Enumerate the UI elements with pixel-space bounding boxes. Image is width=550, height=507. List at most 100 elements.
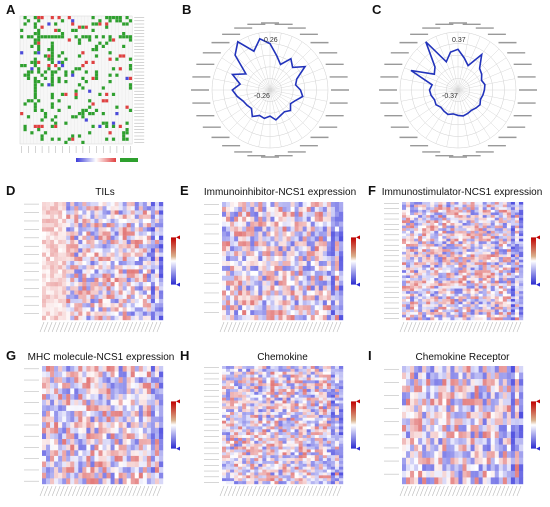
heatmap-cell bbox=[314, 368, 319, 372]
heatmap-cell bbox=[82, 439, 87, 445]
heatmap-cell bbox=[494, 317, 499, 321]
heatmap-cell bbox=[86, 227, 91, 232]
heatmap-cell bbox=[150, 467, 156, 473]
heatmap-cell bbox=[62, 467, 67, 473]
heatmap-cell bbox=[250, 261, 255, 267]
heatmap-cell bbox=[146, 294, 152, 300]
heatmap-cell bbox=[478, 220, 483, 224]
heatmap-cell bbox=[450, 202, 455, 205]
heatmap-cell bbox=[514, 272, 520, 276]
heatmap-cell bbox=[286, 226, 291, 232]
heatmap-cell bbox=[33, 57, 37, 61]
heatmap-cell bbox=[442, 296, 447, 300]
heatmap-cell bbox=[238, 389, 243, 393]
heatmap-cell bbox=[270, 417, 275, 421]
heatmap-cell bbox=[478, 217, 483, 221]
heatmap-cell bbox=[494, 222, 499, 226]
heatmap-cell bbox=[158, 461, 164, 468]
heatmap-cell bbox=[310, 280, 315, 286]
heatmap-cell bbox=[102, 277, 107, 283]
heatmap-cell bbox=[478, 293, 483, 297]
heatmap-cell bbox=[274, 275, 279, 281]
heatmap-cell bbox=[146, 366, 152, 372]
heatmap-cell bbox=[158, 248, 164, 253]
heatmap-cell bbox=[122, 252, 127, 257]
heatmap-cell bbox=[50, 478, 55, 485]
heatmap-cell bbox=[158, 450, 164, 457]
heatmap-cell bbox=[322, 275, 328, 281]
heatmap-cell bbox=[322, 290, 328, 296]
heatmap-cell bbox=[82, 427, 87, 434]
heatmap-cell bbox=[314, 206, 319, 213]
heatmap-cell bbox=[278, 397, 283, 401]
heatmap-cell bbox=[110, 422, 115, 429]
heatmap-cell bbox=[110, 450, 115, 457]
heatmap-cell bbox=[426, 212, 431, 216]
heatmap-cell bbox=[270, 202, 275, 208]
heatmap-cell bbox=[286, 256, 291, 262]
heatmap-cell bbox=[402, 202, 407, 205]
heatmap-cell bbox=[446, 246, 451, 250]
heatmap-cell bbox=[222, 226, 227, 232]
heatmap-cell bbox=[282, 202, 287, 208]
heatmap-cell bbox=[222, 397, 227, 401]
heatmap-cell bbox=[494, 262, 499, 266]
heatmap-cell bbox=[450, 241, 455, 245]
heatmap-cell bbox=[470, 243, 475, 247]
heatmap-cell bbox=[82, 273, 87, 279]
panel-label-d: D bbox=[6, 183, 16, 198]
radar-spoke bbox=[435, 89, 459, 144]
heatmap-cell bbox=[50, 73, 54, 77]
heatmap-cell bbox=[322, 429, 328, 433]
heatmap-cell bbox=[338, 406, 344, 410]
col-tick-stub bbox=[112, 321, 117, 333]
heatmap-cell bbox=[486, 285, 491, 289]
heatmap-cell bbox=[290, 426, 295, 430]
heatmap-cell bbox=[94, 311, 99, 316]
heatmap-cell bbox=[310, 426, 315, 430]
heatmap-cell bbox=[54, 461, 59, 468]
radar-spoke bbox=[401, 89, 459, 102]
heatmap-cell bbox=[310, 389, 315, 393]
heatmap-cell bbox=[498, 288, 504, 292]
heatmap-cell bbox=[42, 311, 47, 316]
heatmap-cell bbox=[506, 304, 512, 308]
heatmap-cell bbox=[486, 236, 491, 239]
heatmap-cell bbox=[102, 439, 107, 445]
heatmap-cell bbox=[306, 261, 311, 267]
heatmap-cell bbox=[290, 366, 295, 370]
heatmap-cell bbox=[54, 416, 59, 423]
heatmap-cell bbox=[414, 285, 419, 289]
heatmap-cell bbox=[77, 25, 82, 29]
heatmap-cell bbox=[70, 410, 75, 417]
heatmap-cell bbox=[294, 400, 299, 404]
heatmap-cell bbox=[282, 374, 287, 378]
heatmap-cell bbox=[442, 202, 447, 205]
heatmap-cell bbox=[326, 423, 332, 427]
heatmap-cell bbox=[262, 285, 267, 291]
heatmap-cell bbox=[282, 280, 287, 286]
heatmap-cell bbox=[490, 202, 495, 205]
heatmap-cell bbox=[130, 433, 135, 440]
heatmap-cell bbox=[302, 412, 307, 416]
heatmap-cell bbox=[478, 312, 483, 315]
heatmap-cell bbox=[134, 410, 139, 417]
heatmap-cell bbox=[294, 315, 299, 321]
heatmap-cell bbox=[294, 206, 299, 213]
heatmap-cell bbox=[518, 304, 524, 308]
heatmap-cell bbox=[108, 35, 112, 39]
heatmap-cell bbox=[290, 236, 295, 242]
heatmap-cell bbox=[494, 243, 499, 247]
heatmap-cell bbox=[146, 261, 152, 266]
col-tick-stub bbox=[100, 321, 105, 333]
radar-spoke bbox=[457, 48, 500, 91]
heatmap-cell bbox=[154, 427, 160, 434]
heatmap-cell bbox=[458, 270, 463, 273]
heatmap-cell bbox=[50, 416, 55, 423]
heatmap-cell bbox=[222, 389, 227, 393]
heatmap-cell bbox=[278, 251, 283, 257]
heatmap-cell bbox=[322, 285, 328, 291]
heatmap-cell bbox=[298, 315, 303, 321]
heatmap-cell bbox=[318, 236, 324, 242]
heatmap-cell bbox=[474, 241, 479, 245]
